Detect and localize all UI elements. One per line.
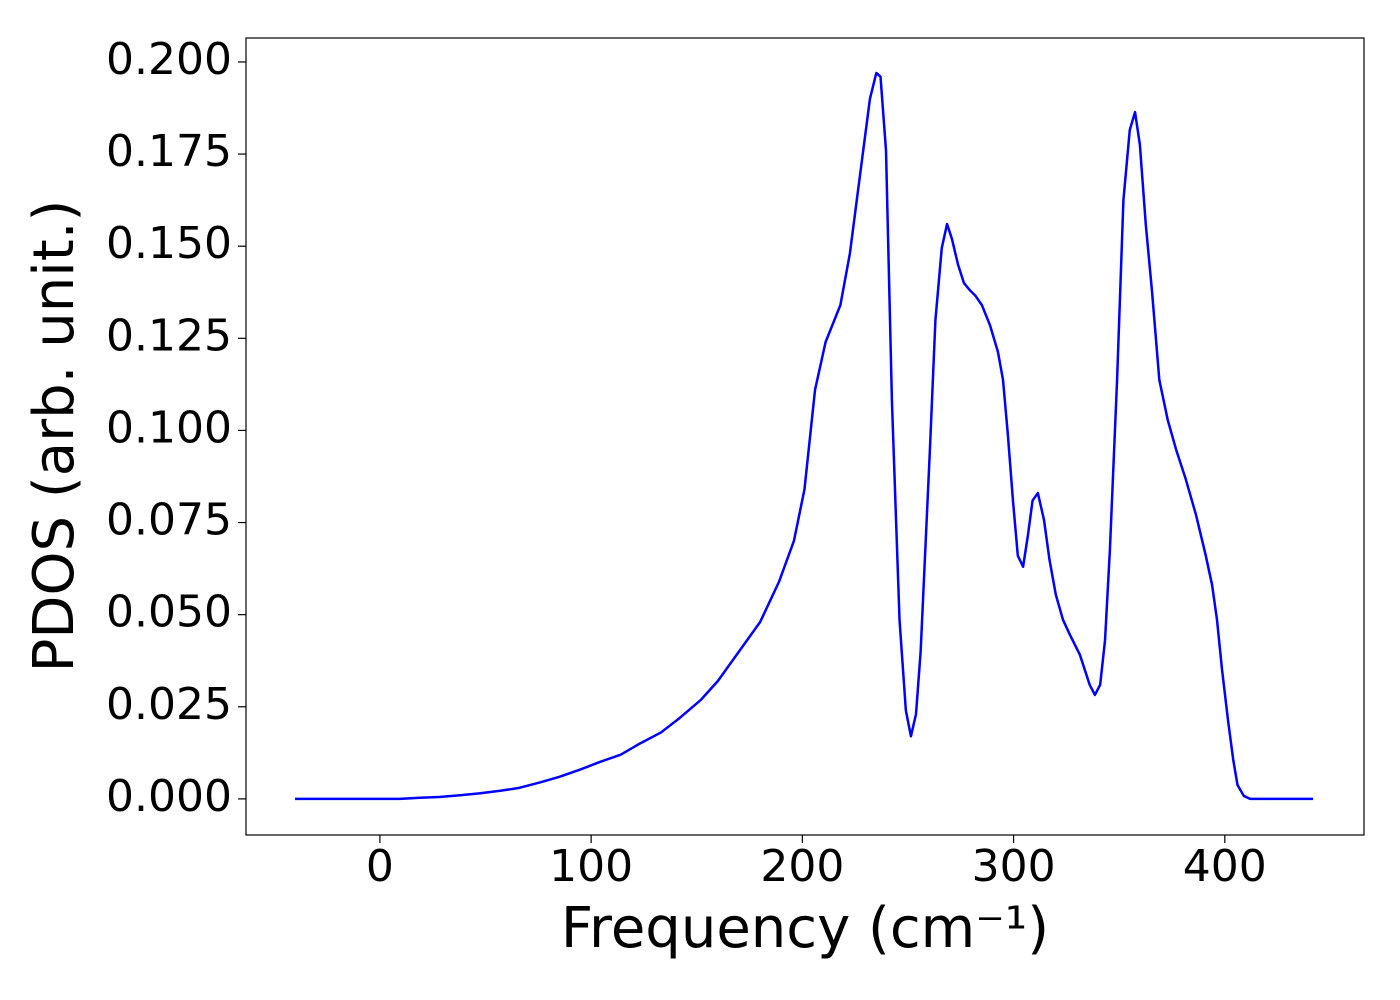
y-tick-label: 0.000 bbox=[106, 771, 232, 822]
y-tick-label: 0.125 bbox=[106, 310, 232, 361]
y-tick-label: 0.100 bbox=[106, 402, 232, 453]
line bbox=[295, 71, 1314, 801]
y-tick-label: 0.075 bbox=[106, 495, 232, 546]
y-tick-label: 0.175 bbox=[106, 126, 232, 177]
x-tick-label: 300 bbox=[972, 841, 1056, 892]
y-tick-label: 0.200 bbox=[106, 34, 232, 85]
y-tick-label: 0.050 bbox=[106, 587, 232, 638]
y-tick-label: 0.025 bbox=[106, 679, 232, 730]
y-tick-label: 0.150 bbox=[106, 218, 232, 269]
plot-frame bbox=[245, 37, 1365, 836]
x-tick-label: 200 bbox=[760, 841, 844, 892]
x-tick-label: 400 bbox=[1183, 841, 1267, 892]
x-tick-label: 0 bbox=[366, 841, 394, 892]
x-axis-label: Frequency (cm⁻¹) bbox=[561, 896, 1049, 961]
y-axis-label: PDOS (arb. unit.) bbox=[22, 200, 87, 673]
x-tick-label: 100 bbox=[549, 841, 633, 892]
